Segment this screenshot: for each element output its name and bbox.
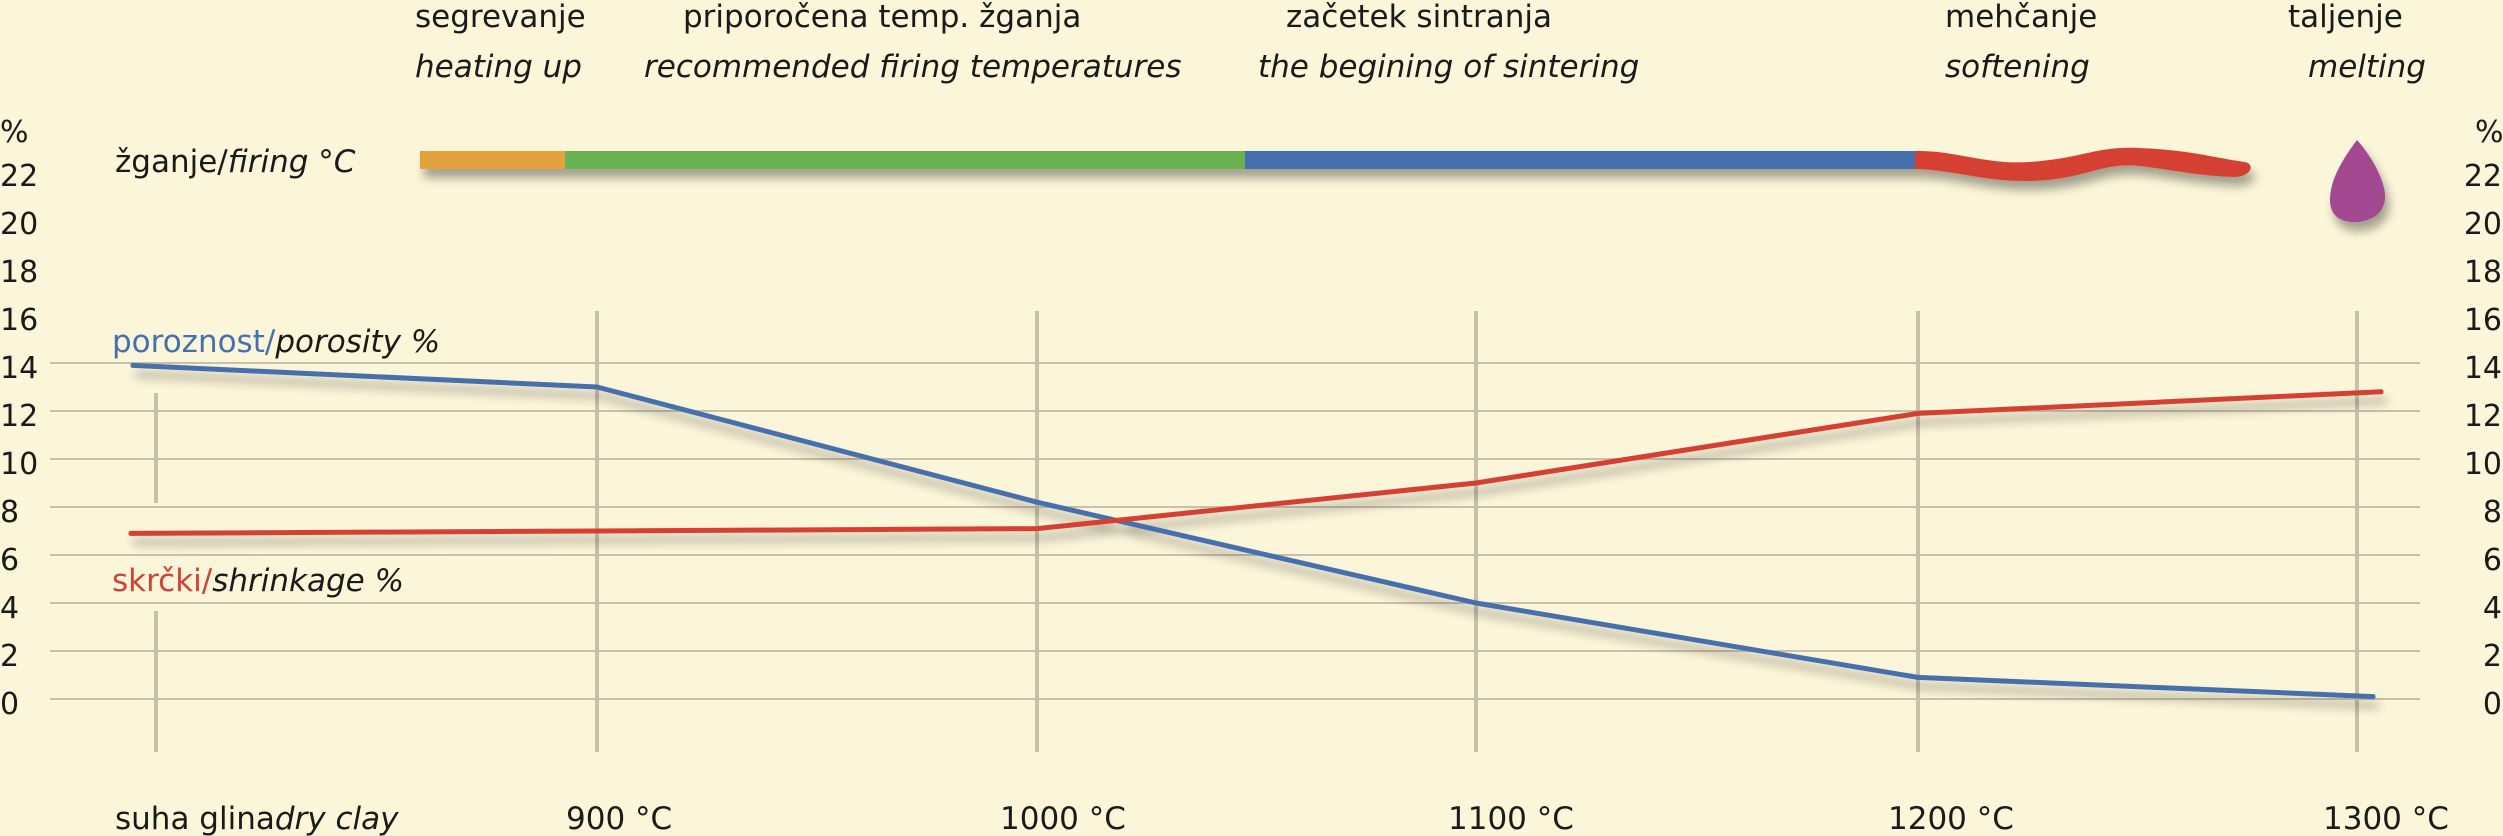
phase-recommended-si: priporočena temp. žganja (683, 0, 1081, 35)
y-tick-left-10: 10 (0, 447, 38, 482)
y-tick-right-18: 18 (2464, 255, 2502, 290)
y-tick-left-6: 6 (0, 543, 19, 578)
firing-bar-recommended (565, 151, 1245, 169)
y-tick-left-0: 0 (0, 687, 19, 722)
y-tick-right-6: 6 (2483, 543, 2502, 578)
y-tick-left-18: 18 (0, 255, 38, 290)
phase-recommended-en: recommended firing temperatures (644, 49, 1181, 85)
firing-label: žganje/firing °C (115, 144, 356, 180)
y-axis-left: 0 2 4 6 8 10 12 14 16 18 20 22 (0, 159, 38, 722)
series-line-porosity (130, 362, 2376, 700)
y-tick-right-8: 8 (2483, 495, 2502, 530)
y-tick-right-12: 12 (2464, 399, 2502, 434)
melting-drop (2330, 140, 2386, 223)
point-shrinkage-3 (1473, 480, 1479, 486)
y-tick-left-16: 16 (0, 303, 38, 338)
phase-sintering-si: začetek sintranja (1286, 0, 1552, 35)
point-shrinkage-5 (2378, 389, 2384, 395)
x-label-1300: 1300 °C (2323, 801, 2449, 836)
point-porosity-0 (130, 362, 136, 368)
porosity-label-si: poroznost/ (112, 324, 276, 360)
phase-melting-en: melting (2308, 49, 2426, 85)
firing-label-en: firing °C (228, 144, 356, 180)
point-porosity-5 (2370, 694, 2376, 700)
series-line-shrinkage (128, 389, 2384, 536)
point-shrinkage-0 (128, 530, 134, 536)
y-tick-left-22: 22 (0, 159, 38, 194)
point-porosity-2 (1034, 499, 1040, 505)
y-tick-left-12: 12 (0, 399, 38, 434)
y-tick-right-4: 4 (2483, 591, 2502, 626)
x-label-dry-clay-en: dry clay (275, 801, 399, 836)
y-tick-right-14: 14 (2464, 351, 2502, 386)
x-label-1200: 1200 °C (1888, 801, 2014, 836)
point-shrinkage-1 (594, 528, 600, 534)
y-tick-left-8: 8 (0, 495, 19, 530)
x-label-1000: 1000 °C (1000, 801, 1126, 836)
y-unit-left: % (0, 115, 29, 150)
y-tick-right-0: 0 (2483, 687, 2502, 722)
point-shrinkage-4 (1915, 410, 1921, 416)
series-lines (128, 362, 2384, 700)
y-unit-right: % (2475, 115, 2503, 150)
shrinkage-label: skrčki/shrinkage % (112, 563, 404, 599)
firing-label-si: žganje/ (115, 144, 228, 180)
x-label-dry-clay-si: suha glina (115, 801, 275, 836)
phase-softening-en: softening (1945, 49, 2090, 85)
x-label-1100: 1100 °C (1448, 801, 1574, 836)
phase-sintering-en: the begining of sintering (1258, 49, 1639, 85)
porosity-label-en: porosity % (274, 324, 440, 360)
y-tick-left-2: 2 (0, 639, 19, 674)
y-tick-left-4: 4 (0, 591, 19, 626)
point-porosity-1 (594, 384, 600, 390)
porosity-label: poroznost/porosity % (112, 324, 440, 360)
phase-heating-si: segrevanje (415, 0, 586, 35)
phase-heating-en: heating up (415, 49, 582, 85)
phase-softening-si: mehčanje (1945, 0, 2097, 35)
firing-bar-softening (1915, 147, 2251, 182)
y-tick-right-2: 2 (2483, 639, 2502, 674)
point-shrinkage-2 (1034, 526, 1040, 532)
x-label-dry-clay: suha glinadry clay (115, 801, 399, 836)
phase-melting-si: taljenje (2288, 0, 2403, 35)
firing-bar-sintering (1245, 151, 1915, 169)
y-tick-right-10: 10 (2464, 447, 2502, 482)
y-tick-left-14: 14 (0, 351, 38, 386)
x-label-900: 900 °C (566, 801, 672, 836)
y-tick-left-20: 20 (0, 207, 38, 242)
y-tick-right-20: 20 (2464, 207, 2502, 242)
shrinkage-label-en: shrinkage % (212, 563, 404, 599)
firing-bar-heating (420, 151, 565, 169)
y-tick-right-22: 22 (2464, 159, 2502, 194)
y-axis-right: 0 2 4 6 8 10 12 14 16 18 20 22 (2464, 159, 2502, 722)
firing-bar (420, 140, 2386, 223)
shrinkage-label-si: skrčki/ (112, 563, 213, 599)
y-tick-right-16: 16 (2464, 303, 2502, 338)
point-porosity-4 (1915, 674, 1921, 680)
point-porosity-3 (1473, 600, 1479, 606)
